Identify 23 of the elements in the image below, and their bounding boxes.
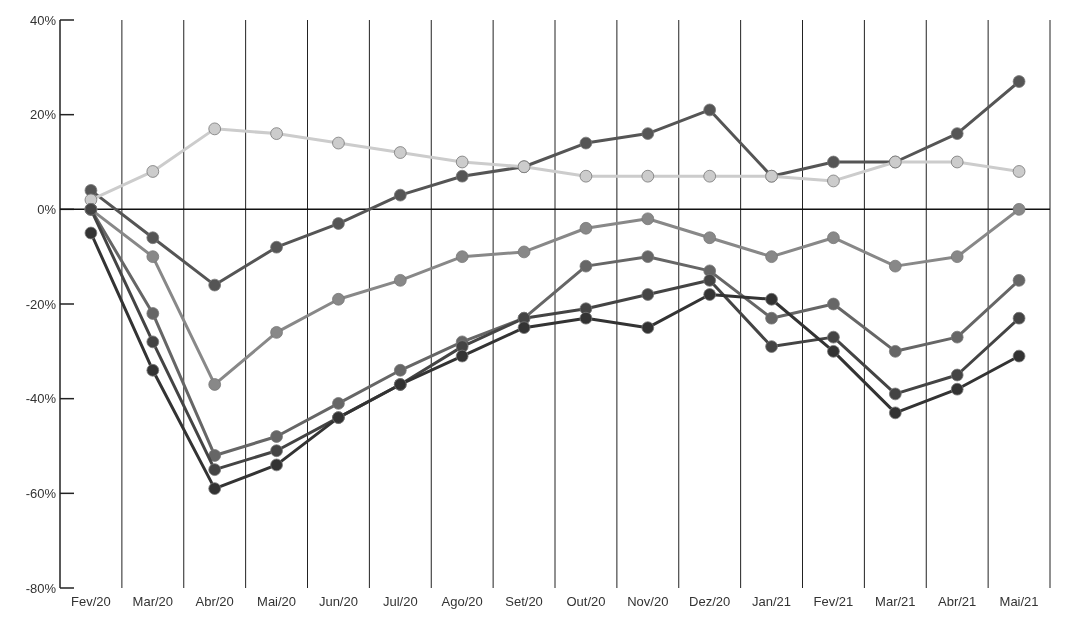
x-tick-label: Set/20 (505, 594, 543, 609)
y-tick-label: -60% (25, 485, 57, 501)
x-tick-label: Jan/21 (752, 594, 792, 609)
x-tick-label: Jun/20 (318, 594, 358, 609)
x-tick-label: Mar/21 (875, 594, 916, 609)
x-tick-label: Mar/20 (132, 594, 174, 609)
y-tick-label: 0% (37, 201, 57, 217)
y-tick-label: -20% (25, 296, 57, 312)
y-tick-label: 20% (29, 107, 57, 123)
x-tick-label: Mai/20 (257, 594, 297, 609)
x-tick-label: Abr/21 (938, 594, 977, 609)
x-tick-label: Mai/21 (999, 594, 1039, 609)
x-tick-label: Abr/20 (195, 594, 234, 609)
x-tick-label: Jul/20 (382, 594, 418, 609)
x-tick-label: Nov/20 (627, 594, 669, 609)
x-tick-label: Out/20 (566, 594, 606, 609)
y-tick-label: -40% (25, 391, 57, 407)
x-tick-label: Ago/20 (441, 594, 483, 609)
y-tick-label: 40% (29, 12, 57, 28)
y-tick-label: -80% (25, 580, 57, 596)
x-tick-label: Fev/21 (813, 594, 854, 609)
x-tick-label: Fev/20 (71, 594, 111, 609)
x-tick-label: Dez/20 (689, 594, 731, 609)
